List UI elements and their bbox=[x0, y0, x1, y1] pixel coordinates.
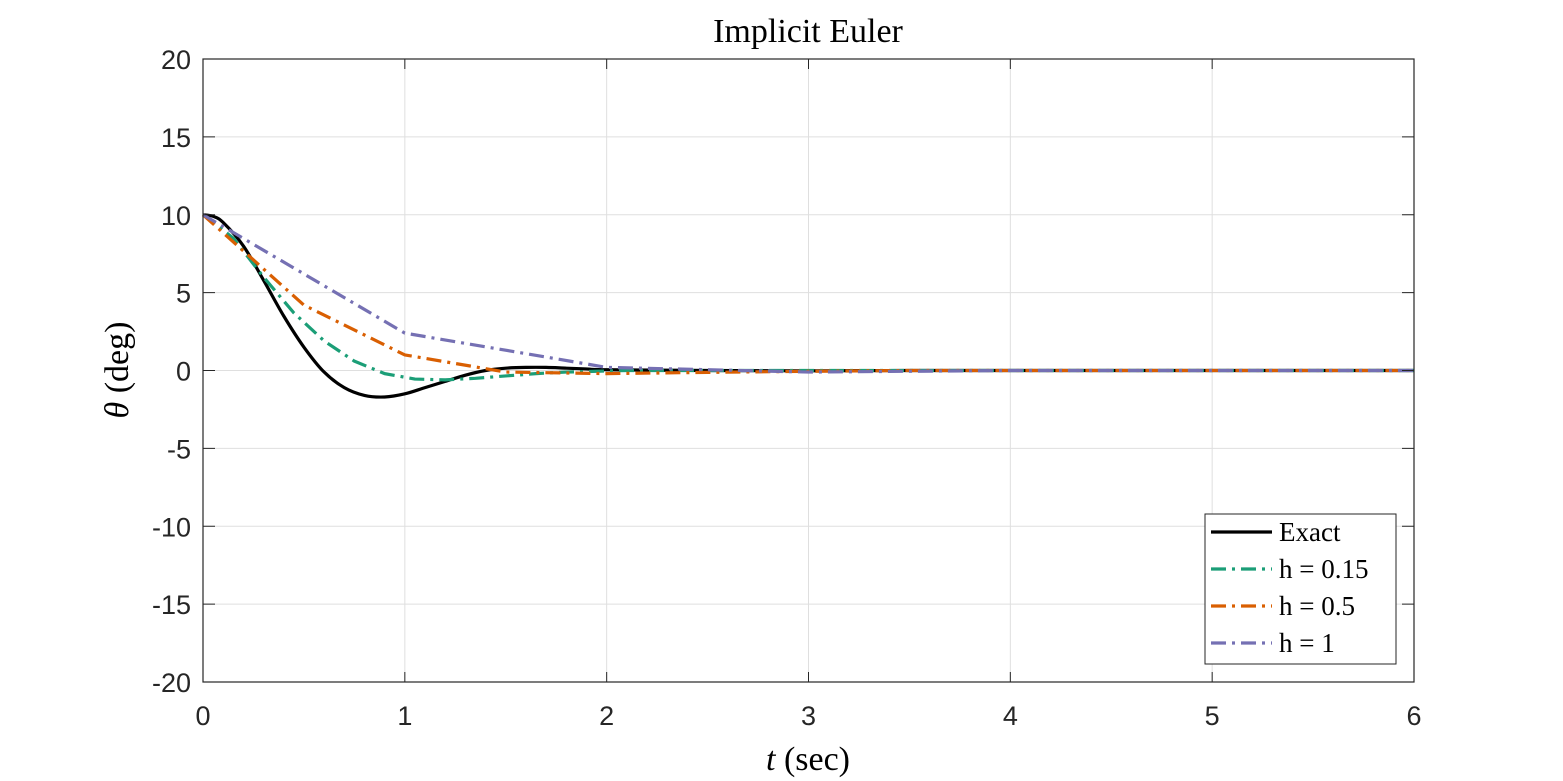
y-tick-label: -20 bbox=[152, 668, 191, 698]
y-tick-label: 20 bbox=[161, 45, 191, 75]
x-tick-label: 2 bbox=[599, 701, 614, 731]
legend: Exact h = 0.15 h = 0.5 h = 1 bbox=[1204, 513, 1397, 665]
legend-label: h = 1 bbox=[1279, 628, 1335, 658]
y-tick-label: 15 bbox=[161, 123, 191, 153]
x-tick-label: 5 bbox=[1205, 701, 1220, 731]
series-lines bbox=[201, 213, 1414, 399]
y-tick-labels: -20 -15 -10 -5 0 5 10 15 20 bbox=[152, 45, 191, 698]
x-tick-label: 1 bbox=[397, 701, 412, 731]
tick-marks bbox=[202, 58, 1415, 683]
x-tick-labels: 0 1 2 3 4 5 6 bbox=[195, 701, 1421, 731]
x-tick-label: 3 bbox=[801, 701, 816, 731]
legend-label: Exact bbox=[1279, 517, 1341, 547]
y-tick-label: 0 bbox=[176, 357, 191, 387]
y-tick-label: -5 bbox=[167, 434, 191, 464]
y-axis-label: θ (deg) bbox=[99, 322, 136, 419]
legend-label: h = 0.15 bbox=[1279, 554, 1368, 584]
y-tick-label: 10 bbox=[161, 201, 191, 231]
x-axis-label-var: t bbox=[766, 741, 777, 778]
y-tick-label: -15 bbox=[152, 590, 191, 620]
chart-title: Implicit Euler bbox=[713, 13, 903, 50]
y-axis-label-var: θ bbox=[99, 402, 136, 419]
series-line-h-1 bbox=[202, 213, 1414, 374]
y-axis-label-unit: (deg) bbox=[99, 322, 136, 402]
y-tick-label: 5 bbox=[176, 279, 191, 309]
y-tick-label: -10 bbox=[152, 512, 191, 542]
x-axis-label-unit: (sec) bbox=[775, 741, 850, 778]
x-tick-label: 6 bbox=[1406, 701, 1421, 731]
x-axis-label: t (sec) bbox=[766, 741, 850, 778]
legend-box bbox=[1204, 513, 1397, 665]
x-tick-label: 0 bbox=[195, 701, 210, 731]
x-tick-label: 4 bbox=[1003, 701, 1018, 731]
legend-label: h = 0.5 bbox=[1279, 591, 1355, 621]
